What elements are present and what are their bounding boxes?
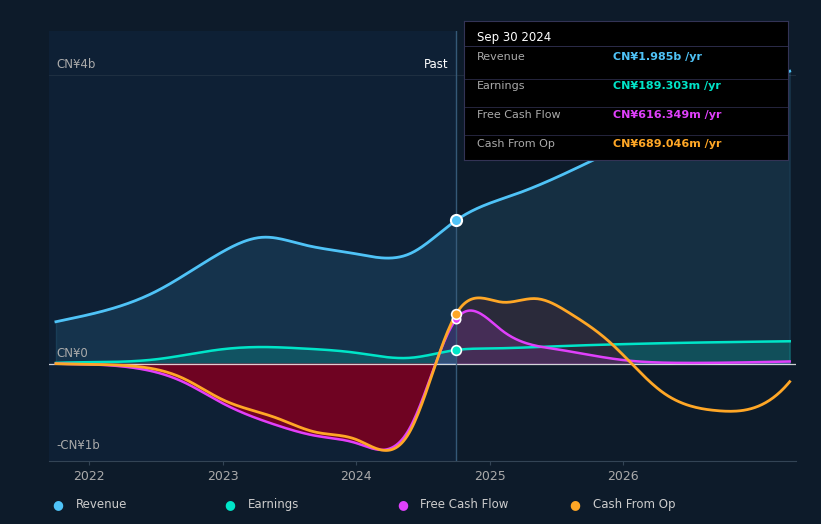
Text: Free Cash Flow: Free Cash Flow (420, 498, 509, 510)
Text: Revenue: Revenue (76, 498, 127, 510)
Text: Earnings: Earnings (477, 81, 525, 91)
Text: ●: ● (397, 498, 408, 510)
Bar (49, 31, 456, 461)
Text: CN¥4b: CN¥4b (56, 58, 95, 71)
Text: Free Cash Flow: Free Cash Flow (477, 110, 561, 120)
Text: Cash From Op: Cash From Op (593, 498, 675, 510)
Text: CN¥0: CN¥0 (56, 347, 88, 360)
Text: Cash From Op: Cash From Op (477, 139, 555, 149)
Text: CN¥189.303m /yr: CN¥189.303m /yr (613, 81, 721, 91)
Text: CN¥689.046m /yr: CN¥689.046m /yr (613, 139, 722, 149)
Text: Analysts Forecasts: Analysts Forecasts (464, 58, 574, 71)
Text: CN¥616.349m /yr: CN¥616.349m /yr (613, 110, 722, 120)
Text: Past: Past (424, 58, 448, 71)
Text: CN¥1.985b /yr: CN¥1.985b /yr (613, 51, 702, 61)
Text: ●: ● (569, 498, 580, 510)
Text: ●: ● (224, 498, 236, 510)
Text: Revenue: Revenue (477, 51, 525, 61)
Bar (456, 31, 796, 461)
Text: -CN¥1b: -CN¥1b (56, 440, 99, 452)
Text: Earnings: Earnings (248, 498, 300, 510)
Text: Sep 30 2024: Sep 30 2024 (477, 31, 551, 43)
Text: ●: ● (52, 498, 63, 510)
